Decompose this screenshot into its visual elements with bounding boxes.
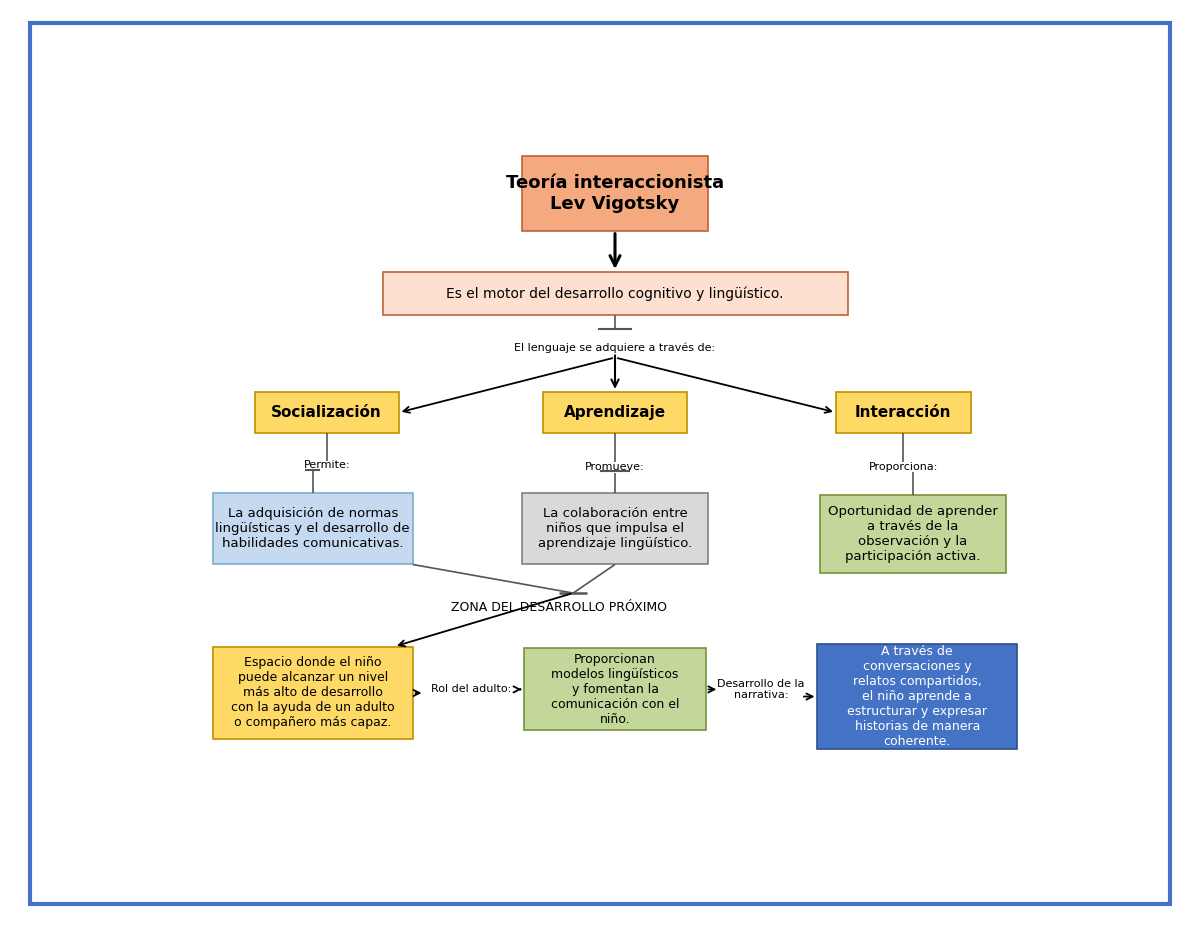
Text: Socialización: Socialización <box>271 405 382 420</box>
FancyBboxPatch shape <box>542 392 688 433</box>
FancyBboxPatch shape <box>524 648 706 730</box>
FancyBboxPatch shape <box>383 272 847 314</box>
FancyBboxPatch shape <box>522 156 708 231</box>
Text: El lenguaje se adquiere a través de:: El lenguaje se adquiere a través de: <box>515 342 715 353</box>
Text: A través de
conversaciones y
relatos compartidos,
el niño aprende a
estructurar : A través de conversaciones y relatos com… <box>847 645 988 748</box>
Text: Desarrollo de la
narrativa:: Desarrollo de la narrativa: <box>718 679 805 700</box>
FancyBboxPatch shape <box>522 493 708 565</box>
Text: Permite:: Permite: <box>304 460 350 470</box>
Text: La colaboración entre
niños que impulsa el
aprendizaje lingüístico.: La colaboración entre niños que impulsa … <box>538 507 692 551</box>
Text: Proporciona:: Proporciona: <box>869 462 938 472</box>
Text: Promueve:: Promueve: <box>586 462 644 472</box>
Text: Es el motor del desarrollo cognitivo y lingüístico.: Es el motor del desarrollo cognitivo y l… <box>446 286 784 300</box>
Text: Interacción: Interacción <box>856 405 952 420</box>
FancyBboxPatch shape <box>212 493 413 565</box>
FancyBboxPatch shape <box>836 392 971 433</box>
FancyBboxPatch shape <box>212 647 413 740</box>
FancyBboxPatch shape <box>820 494 1006 573</box>
Text: La adquisición de normas
lingüísticas y el desarrollo de
habilidades comunicativ: La adquisición de normas lingüísticas y … <box>216 507 410 551</box>
Text: Oportunidad de aprender
a través de la
observación y la
participación activa.: Oportunidad de aprender a través de la o… <box>828 505 997 563</box>
Text: Rol del adulto:: Rol del adulto: <box>431 684 511 694</box>
FancyBboxPatch shape <box>817 643 1018 749</box>
Text: Teoría interaccionista
Lev Vigotsky: Teoría interaccionista Lev Vigotsky <box>506 174 724 212</box>
Text: Espacio donde el niño
puede alcanzar un nivel
más alto de desarrollo
con la ayud: Espacio donde el niño puede alcanzar un … <box>230 656 395 730</box>
Text: Aprendizaje: Aprendizaje <box>564 405 666 420</box>
FancyBboxPatch shape <box>254 392 398 433</box>
Text: ZONA DEL DESARROLLO PRÓXIMO: ZONA DEL DESARROLLO PRÓXIMO <box>451 601 667 614</box>
Text: Proporcionan
modelos lingüísticos
y fomentan la
comunicación con el
niño.: Proporcionan modelos lingüísticos y fome… <box>551 653 679 726</box>
